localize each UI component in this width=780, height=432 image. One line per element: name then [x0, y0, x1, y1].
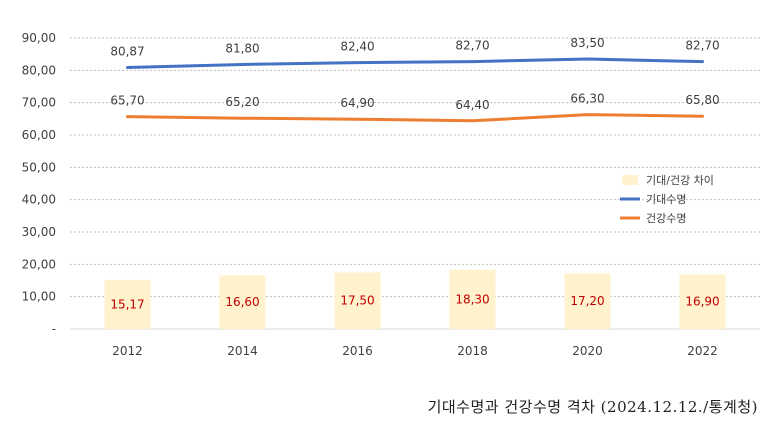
bar: [334, 272, 381, 329]
x-tick-label: 2014: [227, 344, 258, 358]
line-data-label: 66,30: [570, 92, 604, 106]
line-data-label: 82,70: [455, 39, 489, 53]
y-tick-label: 50,00: [22, 160, 56, 174]
bar-data-label: 17,50: [340, 294, 374, 308]
x-tick-label: 2012: [112, 344, 143, 358]
line-data-label: 81,80: [225, 42, 259, 56]
x-tick-label: 2016: [342, 344, 373, 358]
legend-label: 기대수명: [646, 193, 686, 206]
bar: [104, 279, 151, 329]
line-data-label: 80,87: [110, 45, 144, 59]
legend-swatch: [622, 175, 638, 185]
y-tick-label: 40,00: [22, 193, 56, 207]
line-data-label: 83,50: [570, 36, 604, 50]
x-tick-label: 2020: [572, 344, 603, 358]
chart-caption: 기대수명과 건강수명 격차 (2024.12.12./통계청): [427, 398, 758, 416]
legend-label: 기대/건강 차이: [646, 174, 714, 187]
bar-data-label: 18,30: [455, 292, 489, 306]
bar-data-label: 17,20: [570, 294, 604, 308]
line-data-label: 64,40: [455, 98, 489, 112]
bar: [449, 269, 496, 329]
bar: [564, 273, 611, 329]
series-line: [126, 57, 704, 69]
y-tick-label: 90,00: [22, 31, 56, 45]
bar: [679, 274, 726, 329]
bar-data-label: 16,90: [685, 295, 719, 309]
line-data-label: 65,80: [685, 93, 719, 107]
y-tick-label: 20,00: [22, 257, 56, 271]
bar: [219, 275, 266, 329]
y-tick-label: 10,00: [22, 290, 56, 304]
line-data-label: 82,70: [685, 39, 719, 53]
x-tick-label: 2022: [687, 344, 718, 358]
y-tick-label: 60,00: [22, 128, 56, 142]
y-tick-label: 80,00: [22, 63, 56, 77]
bar-data-label: 16,60: [225, 295, 259, 309]
y-tick-label: 70,00: [22, 96, 56, 110]
x-tick-label: 2018: [457, 344, 488, 358]
series-line: [126, 113, 704, 123]
line-data-label: 65,20: [225, 95, 259, 109]
y-tick-label: -: [52, 322, 56, 336]
y-tick-label: 30,00: [22, 225, 56, 239]
line-data-label: 65,70: [110, 94, 144, 108]
line-data-label: 82,40: [340, 40, 374, 54]
legend-label: 건강수명: [646, 212, 686, 225]
bar-data-label: 15,17: [110, 297, 144, 311]
chart: - 10,00 20,00 30,00 40,00 50,00 60,00 70,00 80,0…: [22, 31, 760, 358]
line-data-label: 64,90: [340, 96, 374, 110]
